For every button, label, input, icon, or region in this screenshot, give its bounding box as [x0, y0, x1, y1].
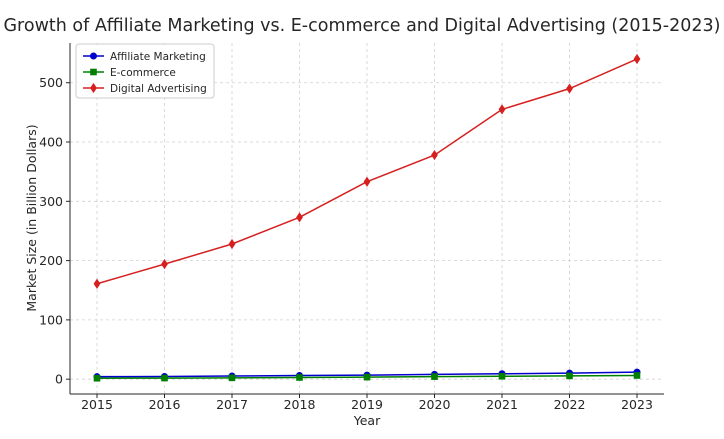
point-e-commerce [93, 374, 101, 382]
x-tick-label: 2018 [284, 397, 316, 412]
x-tick-label: 2017 [216, 397, 248, 412]
point-digital-advertising [633, 53, 641, 65]
x-tick-label: 2015 [81, 397, 113, 412]
point-e-commerce [161, 374, 168, 382]
point-digital-advertising [296, 212, 303, 223]
series-group [93, 53, 641, 382]
y-axis-label: Market Size (in Billion Dollars) [24, 124, 39, 311]
legend-marker-e-commerce [90, 68, 97, 76]
x-tick-label: 2016 [149, 397, 181, 412]
legend-label-e-commerce: E-commerce [110, 67, 176, 79]
point-e-commerce [363, 373, 371, 381]
point-e-commerce [296, 374, 303, 381]
x-tick-label: 2022 [554, 397, 586, 412]
y-tick-label: 100 [39, 312, 63, 327]
x-axis-label: Year [353, 413, 381, 428]
point-digital-advertising [161, 259, 168, 270]
legend-item-affiliate-marketing: Affiliate Marketing [83, 51, 206, 63]
point-e-commerce [566, 372, 573, 380]
y-tick-label: 300 [39, 194, 63, 209]
chart-title: Growth of Affiliate Marketing vs. E-comm… [3, 16, 721, 36]
legend-item-digital-advertising: Digital Advertising [83, 82, 207, 95]
legend-label-digital-advertising: Digital Advertising [110, 83, 207, 95]
point-digital-advertising [498, 104, 506, 115]
x-tick-label: 2019 [351, 397, 383, 412]
series-digital-advertising [93, 53, 641, 289]
point-e-commerce [633, 372, 641, 379]
x-tick-label: 2021 [486, 397, 518, 412]
y-tick-label: 400 [39, 135, 63, 150]
point-digital-advertising [566, 83, 573, 94]
y-tick-label: 0 [55, 372, 63, 387]
legend-item-e-commerce: E-commerce [83, 67, 176, 79]
legend-label-affiliate-marketing: Affiliate Marketing [110, 51, 206, 63]
point-digital-advertising [93, 278, 101, 289]
point-digital-advertising [431, 149, 438, 161]
point-e-commerce [498, 372, 506, 380]
legend-box [75, 43, 215, 99]
point-digital-advertising [228, 238, 236, 250]
x-tick-label: 2023 [621, 397, 653, 412]
y-tick-label: 500 [39, 75, 63, 90]
x-tick-label: 2020 [419, 397, 451, 412]
legend-marker-digital-advertising [90, 82, 97, 94]
series-e-commerce [93, 372, 641, 382]
tick-marks: 2015 2016 2017 2018 2019 2020 2021 2022 2023 0 100… [39, 75, 653, 412]
point-digital-advertising [363, 176, 371, 187]
point-e-commerce [431, 373, 438, 380]
legend-marker-affiliate-marketing [90, 52, 97, 60]
point-e-commerce [228, 374, 236, 382]
y-tick-label: 200 [39, 253, 63, 268]
legend: Affiliate Marketing E-commerce Digital Adv… [75, 43, 215, 99]
